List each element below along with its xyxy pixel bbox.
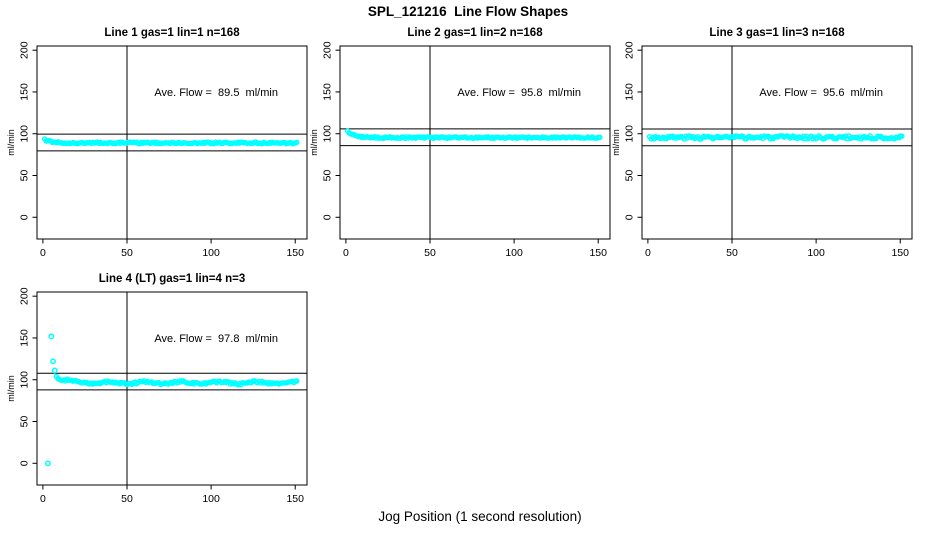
y-tick-label: 50: [623, 170, 635, 182]
subplot-line-1-plot: Line 1 gas=1 lin=1 n=168 0 50 100 150 0 50 100 1…: [6, 27, 308, 259]
outlier-data-point: [48, 333, 55, 340]
ave-flow-annotation: Ave. Flow = 95.8 ml/min: [457, 87, 581, 99]
y-tick-label: 100: [18, 371, 30, 389]
x-tick-label: 100: [202, 247, 220, 259]
subplot-title: Line 2 gas=1 lin=2 n=168: [407, 27, 543, 39]
subplot-line-4-plot: Line 4 (LT) gas=1 lin=4 n=3 0 50 100 150 0 50 1…: [6, 273, 308, 505]
subplot-title: Line 1 gas=1 lin=1 n=168: [104, 27, 240, 39]
x-tick-label: 100: [807, 247, 825, 259]
y-axis-label: ml/min: [6, 375, 16, 402]
plot-box: [36, 45, 308, 240]
y-tick-label: 200: [321, 41, 333, 59]
subplot-title: Line 3 gas=1 lin=3 n=168: [709, 27, 845, 39]
x-tick-label: 0: [645, 247, 651, 259]
y-tick-label: 200: [18, 41, 30, 59]
data-point: [597, 134, 603, 141]
plot-box: [641, 45, 913, 240]
y-tick-label: 0: [18, 214, 30, 220]
x-tick-label: 150: [589, 247, 607, 259]
subplot-line-1: Line 1 gas=1 lin=1 n=168 0 50 100 150 0 50 100 1…: [2, 20, 312, 268]
x-tick-label: 150: [891, 247, 909, 259]
x-tick-label: 50: [726, 247, 738, 259]
plot-box: [339, 45, 611, 240]
x-tick-label: 0: [343, 247, 349, 259]
y-tick-label: 100: [18, 125, 30, 143]
y-tick-label: 50: [18, 416, 30, 428]
y-axis-label: ml/min: [309, 129, 319, 156]
y-tick-label: 0: [321, 214, 333, 220]
subplot-line-3: Line 3 gas=1 lin=3 n=168 0 50 100 150 0 50 100 1…: [607, 20, 917, 268]
x-tick-label: 150: [286, 493, 304, 505]
subplot-line-2-plot: Line 2 gas=1 lin=2 n=168 0 50 100 150 0 50 100 1…: [309, 27, 611, 259]
y-tick-label: 100: [623, 125, 635, 143]
y-axis-label: ml/min: [6, 129, 16, 156]
data-point: [294, 139, 300, 146]
figure-title: SPL_121216 Line Flow Shapes: [367, 4, 569, 19]
y-tick-label: 50: [321, 170, 333, 182]
y-tick-label: 200: [18, 287, 30, 305]
subplot-line-2: Line 2 gas=1 lin=2 n=168 0 50 100 150 0 50 100 1…: [305, 20, 615, 268]
x-tick-label: 0: [40, 493, 46, 505]
ave-flow-annotation: Ave. Flow = 95.6 ml/min: [759, 87, 883, 99]
y-tick-label: 150: [321, 83, 333, 101]
figure-x-axis-label: Jog Position (1 second resolution): [378, 509, 582, 524]
y-tick-label: 0: [18, 460, 30, 466]
outlier-data-point: [44, 460, 51, 467]
x-tick-label: 50: [424, 247, 436, 259]
subplot-line-4: Line 4 (LT) gas=1 lin=4 n=3 0 50 100 150 0 50 1…: [2, 266, 312, 514]
subplot-line-3-plot: Line 3 gas=1 lin=3 n=168 0 50 100 150 0 50 100 1…: [611, 27, 913, 259]
y-tick-label: 150: [623, 83, 635, 101]
x-tick-label: 150: [286, 247, 304, 259]
outlier-data-point: [51, 367, 58, 374]
y-tick-label: 0: [623, 214, 635, 220]
y-tick-label: 100: [321, 125, 333, 143]
data-point: [899, 133, 905, 139]
y-tick-label: 150: [18, 329, 30, 347]
y-axis-label: ml/min: [611, 129, 621, 156]
outlier-data-point: [50, 358, 56, 365]
ave-flow-annotation: Ave. Flow = 89.5 ml/min: [154, 87, 278, 99]
data-point: [294, 378, 300, 384]
x-tick-label: 0: [40, 247, 46, 259]
y-tick-label: 50: [18, 170, 30, 182]
y-tick-label: 200: [623, 41, 635, 59]
x-tick-label: 50: [121, 493, 133, 505]
subplot-title: Line 4 (LT) gas=1 lin=4 n=3: [99, 273, 245, 285]
x-tick-label: 50: [121, 247, 133, 259]
y-tick-label: 150: [18, 83, 30, 101]
plot-box: [36, 291, 308, 486]
x-tick-label: 100: [505, 247, 523, 259]
x-tick-label: 100: [202, 493, 220, 505]
ave-flow-annotation: Ave. Flow = 97.8 ml/min: [154, 333, 278, 345]
